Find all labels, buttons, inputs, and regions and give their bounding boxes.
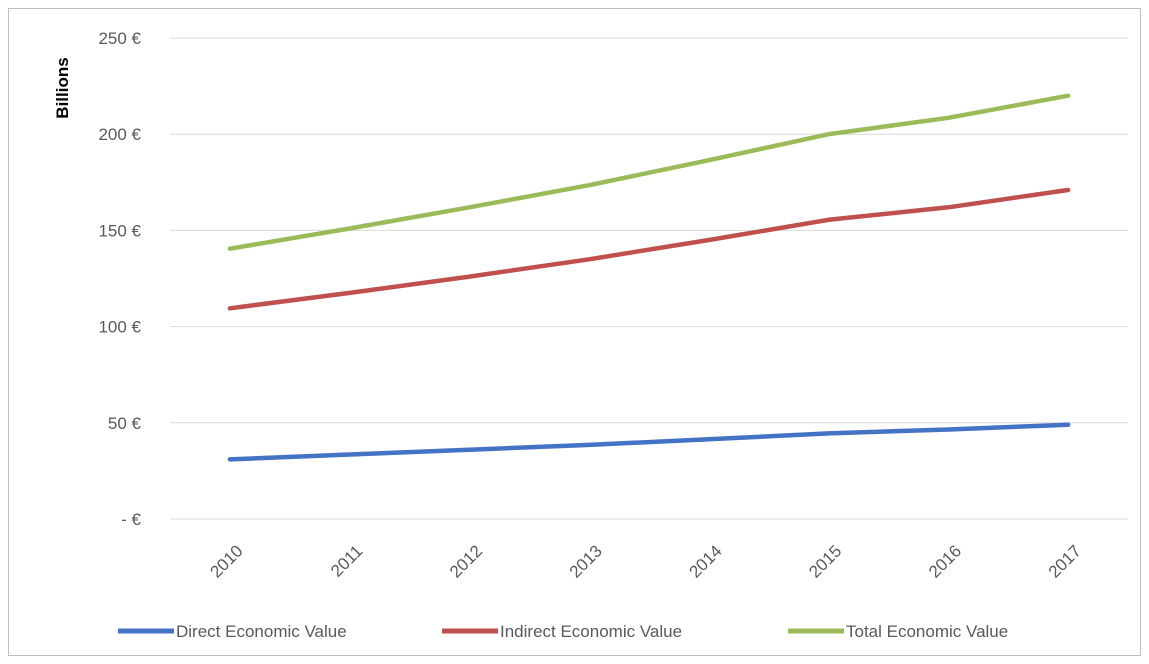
series-lines [227,93,1071,462]
y-tick-label: 200 € [98,125,141,144]
legend-label: Indirect Economic Value [500,622,682,641]
y-tick-label: 150 € [98,221,141,240]
legend-label: Total Economic Value [846,622,1008,641]
x-tick-label: 2011 [327,541,366,580]
x-axis-ticks: 2010 2011 2012 2013 2014 2015 2016 2017 [207,541,1085,581]
legend-label: Direct Economic Value [176,622,347,641]
y-tick-label: 50 € [108,414,142,433]
gridlines [170,37,1128,520]
y-tick-label: - € [121,510,141,529]
x-tick-label: 2012 [446,541,486,581]
y-axis-ticks: - € 50 € 100 € 150 € 200 € 250 € [98,29,141,529]
x-tick-label: 2010 [207,541,247,581]
x-tick-label: 2017 [1045,541,1085,581]
series-line-1 [227,422,1071,462]
x-tick-label: 2014 [686,541,726,581]
series-line-3 [227,93,1071,251]
x-tick-label: 2016 [925,541,965,581]
y-axis-label: Billions [53,57,72,118]
x-tick-label: 2013 [566,541,606,581]
legend: Direct Economic Value Indirect Economic V… [118,622,1008,641]
series-line-2 [227,187,1071,311]
y-tick-label: 100 € [98,318,141,337]
y-tick-label: 250 € [98,29,141,48]
x-tick-label: 2015 [805,541,845,581]
